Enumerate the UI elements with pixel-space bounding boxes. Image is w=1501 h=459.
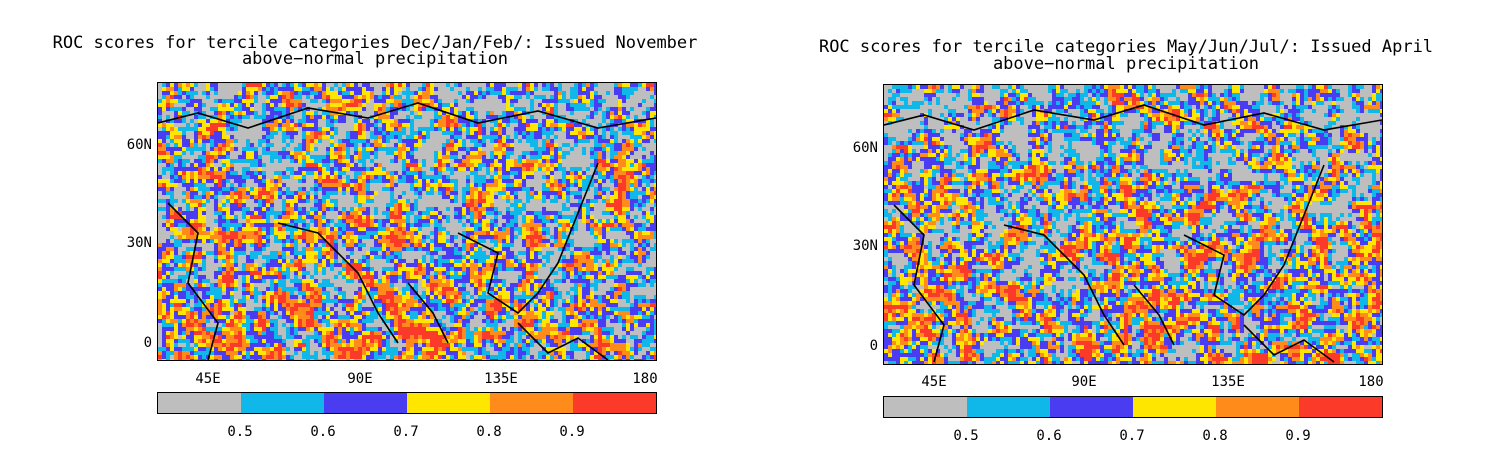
lon-label-135e: 135E — [1211, 374, 1245, 390]
colorbar-label: 0.5 — [227, 424, 253, 440]
colorbar-label: 0.7 — [393, 424, 419, 440]
colorbar-label: 0.9 — [559, 424, 585, 440]
colorbar-label: 0.7 — [1119, 428, 1145, 444]
colorbar-label: 0.6 — [310, 424, 336, 440]
lon-label-90e: 90E — [1071, 374, 1097, 390]
panel-title-line1: ROC scores for tercile categories May/Ju… — [818, 37, 1434, 57]
lat-label-0: 0 — [143, 335, 152, 351]
lon-label-180: 180 — [1358, 374, 1384, 390]
colorbar-swatch — [967, 397, 1050, 417]
colorbar-swatch — [490, 393, 573, 413]
colorbar-label: 0.6 — [1036, 428, 1062, 444]
colorbar-swatch — [1216, 397, 1299, 417]
lat-label-0: 0 — [869, 338, 878, 354]
colorbar-swatch — [324, 393, 407, 413]
colorbar-swatch — [407, 393, 490, 413]
colorbar-swatch — [1050, 397, 1133, 417]
colorbar — [883, 396, 1383, 418]
roc-map — [883, 84, 1383, 365]
lon-label-135e: 135E — [484, 371, 518, 387]
panel-title-line2: above−normal precipitation — [241, 49, 509, 69]
lon-label-90e: 90E — [347, 371, 373, 387]
colorbar-swatch — [1133, 397, 1216, 417]
panel-title-line1: ROC scores for tercile categories Dec/Ja… — [52, 33, 698, 53]
colorbar-swatch — [573, 393, 656, 413]
lat-label-30n: 30N — [852, 238, 878, 254]
lon-label-45e: 45E — [921, 374, 947, 390]
colorbar-swatch — [158, 393, 241, 413]
colorbar-label: 0.9 — [1285, 428, 1311, 444]
colorbar-label: 0.5 — [953, 428, 979, 444]
lon-label-180: 180 — [632, 371, 658, 387]
lon-label-45e: 45E — [195, 371, 221, 387]
colorbar-swatch — [241, 393, 324, 413]
map-panel-left: ROC scores for tercile categories Dec/Ja… — [0, 0, 750, 459]
colorbar — [157, 392, 657, 414]
colorbar-swatch — [1299, 397, 1382, 417]
panel-title-line2: above−normal precipitation — [992, 54, 1260, 74]
roc-field — [158, 83, 656, 360]
roc-field — [884, 85, 1382, 364]
lat-label-30n: 30N — [126, 235, 152, 251]
colorbar-label: 0.8 — [476, 424, 502, 440]
colorbar-label: 0.8 — [1202, 428, 1228, 444]
lat-label-60n: 60N — [126, 137, 152, 153]
map-panel-right: ROC scores for tercile categories May/Ju… — [751, 0, 1501, 459]
lat-label-60n: 60N — [852, 140, 878, 156]
roc-map — [157, 82, 657, 361]
colorbar-swatch — [884, 397, 967, 417]
